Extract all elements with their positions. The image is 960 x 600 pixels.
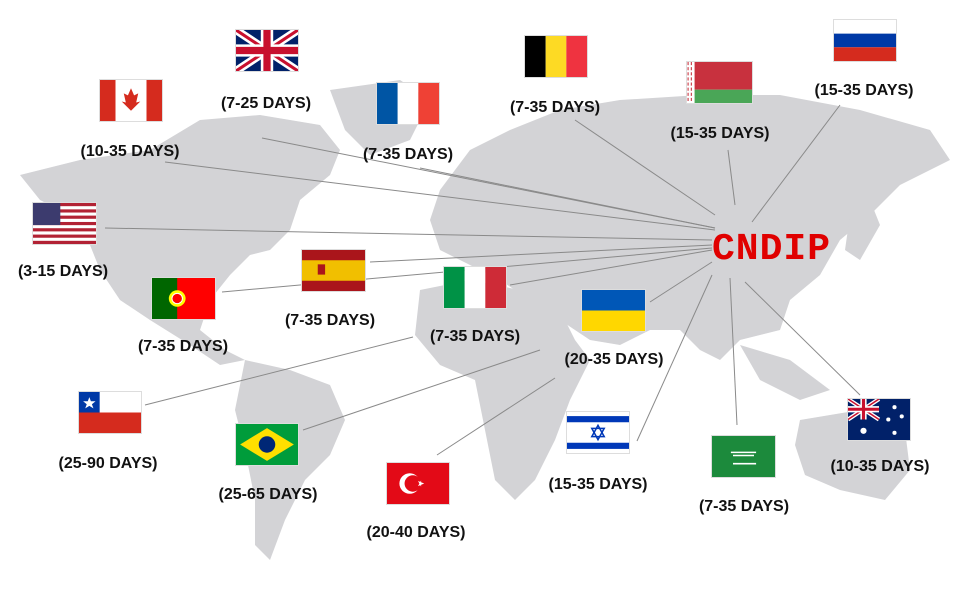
route-line <box>744 281 861 396</box>
delivery-label-turkey: (20-40 DAYS) <box>366 524 466 541</box>
eurasia <box>430 95 950 360</box>
belarus-flag-icon <box>687 62 752 103</box>
delivery-label-israel: (15-35 DAYS) <box>548 476 648 493</box>
chile-flag-icon <box>79 392 141 433</box>
hub-label: CNDIP <box>712 228 832 271</box>
delivery-label-belarus: (15-35 DAYS) <box>670 125 770 142</box>
route-line <box>436 377 556 456</box>
delivery-label-uk: (7-25 DAYS) <box>220 95 312 112</box>
delivery-label-portugal: (7-35 DAYS) <box>137 338 229 355</box>
turkey-flag-icon <box>387 463 449 504</box>
uk-flag-icon <box>236 30 298 71</box>
belgium-flag-icon <box>525 36 587 77</box>
delivery-label-spain: (7-35 DAYS) <box>284 312 376 329</box>
israel-flag-icon <box>567 412 629 453</box>
route-line <box>164 161 716 231</box>
route-line <box>636 274 713 442</box>
delivery-label-italy: (7-35 DAYS) <box>429 328 521 345</box>
route-line <box>727 149 736 206</box>
route-line <box>751 104 841 223</box>
delivery-label-chile: (25-90 DAYS) <box>58 455 158 472</box>
spain-flag-icon <box>302 250 365 291</box>
japan <box>845 200 880 260</box>
canada-flag-icon <box>100 80 162 121</box>
ukraine-flag-icon <box>582 290 645 331</box>
delivery-label-belgium: (7-35 DAYS) <box>509 99 601 116</box>
southeast-asia <box>740 345 830 400</box>
usa-flag-icon <box>33 203 96 244</box>
delivery-label-saudi: (7-35 DAYS) <box>698 498 790 515</box>
delivery-label-brazil: (25-65 DAYS) <box>218 486 318 503</box>
italy-flag-icon <box>444 267 506 308</box>
brazil-flag-icon <box>236 424 298 465</box>
saudi-flag-icon <box>712 436 775 477</box>
delivery-label-france: (7-35 DAYS) <box>362 146 454 163</box>
delivery-label-usa: (3-15 DAYS) <box>17 263 109 280</box>
france-flag-icon <box>377 83 439 124</box>
route-line <box>104 227 713 241</box>
route-line <box>729 277 738 426</box>
russia-flag-icon <box>834 20 896 61</box>
delivery-label-australia: (10-35 DAYS) <box>830 458 930 475</box>
route-line <box>302 349 541 431</box>
route-line <box>649 261 713 303</box>
route-line <box>369 244 713 263</box>
africa <box>415 280 590 500</box>
delivery-label-canada: (10-35 DAYS) <box>80 143 180 160</box>
delivery-label-ukraine: (20-35 DAYS) <box>564 351 664 368</box>
north-america <box>20 115 340 365</box>
continents <box>20 80 950 560</box>
australia-flag-icon <box>848 399 910 440</box>
route-line <box>574 119 716 216</box>
portugal-flag-icon <box>152 278 215 319</box>
route-line <box>419 167 716 229</box>
route-lines <box>104 104 861 456</box>
route-line <box>144 336 414 406</box>
delivery-label-russia: (15-35 DAYS) <box>814 82 914 99</box>
route-line <box>509 249 713 286</box>
